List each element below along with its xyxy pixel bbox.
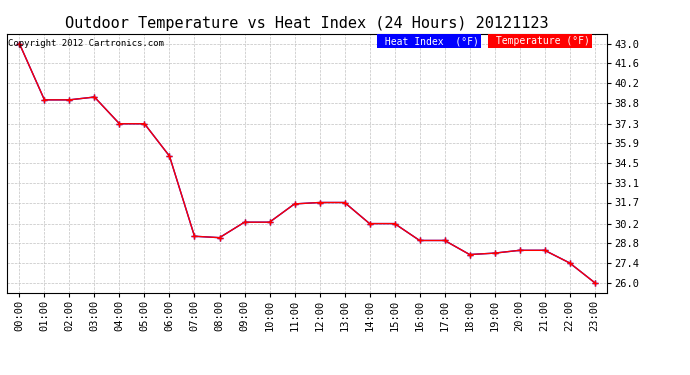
- Title: Outdoor Temperature vs Heat Index (24 Hours) 20121123: Outdoor Temperature vs Heat Index (24 Ho…: [66, 16, 549, 31]
- Text: Temperature (°F): Temperature (°F): [490, 36, 590, 46]
- Text: Heat Index  (°F): Heat Index (°F): [379, 36, 479, 46]
- Text: Copyright 2012 Cartronics.com: Copyright 2012 Cartronics.com: [8, 39, 164, 48]
